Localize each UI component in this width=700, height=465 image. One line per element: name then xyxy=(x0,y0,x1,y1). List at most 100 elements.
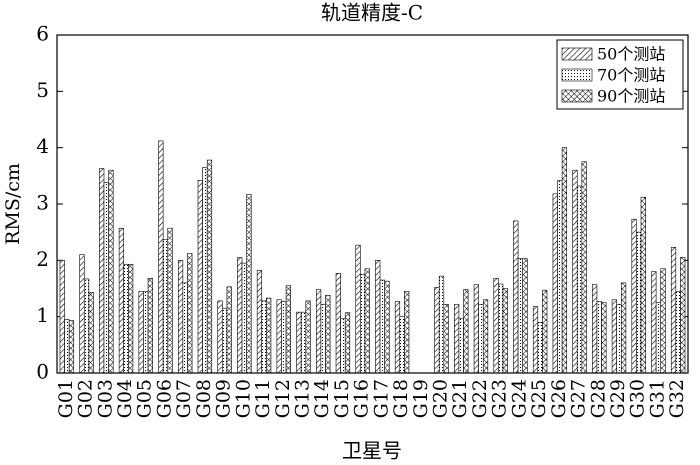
x-tick-label: G13 xyxy=(291,379,313,418)
x-tick-label: G24 xyxy=(508,379,530,418)
bar xyxy=(576,185,583,374)
bar xyxy=(399,316,405,374)
bar xyxy=(68,320,75,374)
x-tick-label: G17 xyxy=(370,379,392,418)
bar xyxy=(513,220,519,374)
y-tick-label: 1 xyxy=(36,303,49,327)
x-tick-label: G25 xyxy=(528,379,550,418)
bar xyxy=(631,218,637,374)
bar xyxy=(537,321,543,374)
legend-label: 90个测站 xyxy=(597,87,665,106)
bar xyxy=(99,168,105,374)
bar xyxy=(601,302,607,374)
bar xyxy=(581,161,587,374)
x-tick-label: G28 xyxy=(587,379,609,418)
bar xyxy=(59,260,65,374)
bar xyxy=(241,262,247,374)
bar xyxy=(246,194,252,374)
bar xyxy=(285,285,291,374)
bar xyxy=(281,301,287,374)
bar xyxy=(108,169,114,374)
y-tick-label: 2 xyxy=(36,247,49,271)
bar xyxy=(305,300,311,374)
x-tick-label: G14 xyxy=(311,379,333,418)
legend-label: 50个测站 xyxy=(597,45,665,64)
bar xyxy=(182,282,188,374)
x-tick-label: G30 xyxy=(627,379,649,418)
x-tick-label: G18 xyxy=(390,379,412,418)
bar xyxy=(143,291,149,374)
bar xyxy=(502,288,508,374)
bar xyxy=(670,247,677,374)
bar xyxy=(355,244,361,374)
x-tick-label: G12 xyxy=(272,379,294,418)
bar xyxy=(226,286,232,374)
x-tick-label: G11 xyxy=(252,379,274,418)
bar xyxy=(611,299,617,374)
x-tick-label: G21 xyxy=(449,379,471,418)
bar xyxy=(596,301,602,374)
bar xyxy=(404,291,410,374)
x-tick-label: G29 xyxy=(607,379,629,418)
bar xyxy=(364,268,370,374)
bar xyxy=(498,283,504,374)
bar xyxy=(344,312,351,374)
bar xyxy=(256,270,263,374)
legend-swatch xyxy=(561,47,593,61)
bar xyxy=(147,278,153,374)
bar xyxy=(222,307,228,374)
bar xyxy=(83,278,90,374)
x-tick-label: G08 xyxy=(193,379,215,418)
bar xyxy=(680,257,686,374)
bar xyxy=(187,253,193,374)
bar xyxy=(206,159,213,374)
bar xyxy=(655,302,662,374)
x-tick-label: G02 xyxy=(75,379,97,418)
y-axis-label: RMS/cm xyxy=(2,163,24,245)
x-tick-label: G27 xyxy=(568,379,590,418)
bar xyxy=(266,297,272,374)
x-tick-label: G23 xyxy=(489,379,511,418)
x-tick-label: G19 xyxy=(410,379,432,418)
x-tick-label: G03 xyxy=(94,379,116,418)
bar xyxy=(651,271,657,374)
bar xyxy=(592,284,598,374)
bar xyxy=(237,257,243,374)
x-tick-label: G20 xyxy=(430,379,452,418)
x-tick-label: G22 xyxy=(469,379,491,418)
bar xyxy=(394,301,401,374)
bar xyxy=(532,306,539,374)
x-tick-label: G07 xyxy=(173,379,195,418)
bar xyxy=(458,318,464,374)
bar xyxy=(675,291,681,374)
bar xyxy=(340,318,346,374)
legend-swatch xyxy=(561,89,593,103)
bar xyxy=(542,289,548,374)
y-tick-label: 5 xyxy=(36,78,49,102)
bar xyxy=(202,167,208,374)
x-tick-label: G09 xyxy=(213,379,235,418)
x-tick-label: G01 xyxy=(55,379,77,418)
bar xyxy=(434,287,440,374)
bar xyxy=(557,180,563,374)
bar xyxy=(552,193,558,374)
bar xyxy=(375,260,381,374)
bar xyxy=(325,294,331,374)
x-tick-label: G26 xyxy=(548,379,570,418)
bar xyxy=(438,275,445,374)
bar xyxy=(660,268,666,374)
x-tick-label: G04 xyxy=(114,379,136,418)
bar xyxy=(379,279,385,374)
bar xyxy=(463,289,469,374)
x-tick-label: G16 xyxy=(351,379,373,418)
bar xyxy=(167,227,173,374)
bar xyxy=(158,140,164,374)
bar xyxy=(478,303,484,374)
bar xyxy=(162,239,169,374)
x-tick-label: G05 xyxy=(134,379,156,418)
bar xyxy=(561,147,568,374)
x-tick-label: G06 xyxy=(153,379,175,418)
bar xyxy=(522,258,528,374)
bar xyxy=(276,299,282,374)
